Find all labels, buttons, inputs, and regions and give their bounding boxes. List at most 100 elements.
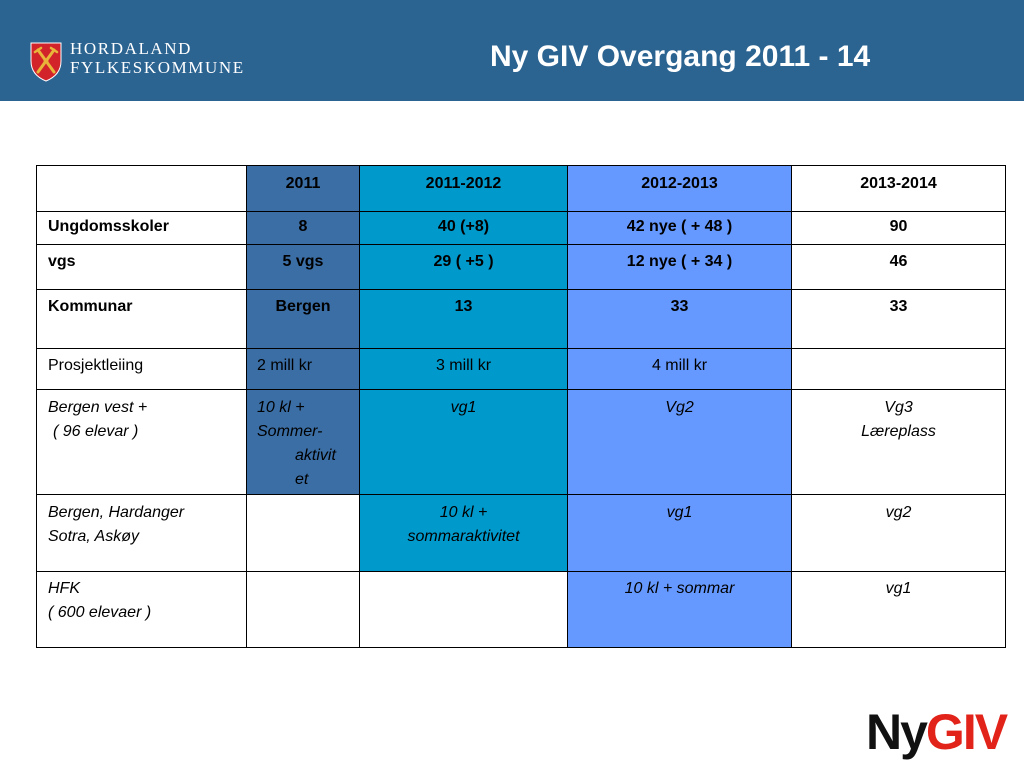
column-header-2011: 2011 <box>246 165 360 212</box>
row-label: Kommunar <box>36 289 247 349</box>
cell-text: 33 <box>670 298 689 315</box>
cell-text: 46 <box>889 253 908 270</box>
table-cell: 46 <box>791 244 1006 290</box>
table-row: Ungdomsskoler 8 40 (+8) 42 nye ( + 48 ) … <box>36 211 1006 245</box>
table-row: Prosjektleiing 2 mill kr 3 mill kr 4 mil… <box>36 348 1006 390</box>
logo-name-line1: HORDALAND <box>70 39 193 58</box>
column-header-label: 2013-2014 <box>860 175 937 192</box>
table-cell: Vg3 Læreplass <box>791 389 1006 495</box>
cell-text: Bergen <box>275 298 331 315</box>
table-cell: 13 <box>359 289 568 349</box>
table-cell: 8 <box>246 211 360 245</box>
row-label: Ungdomsskoler <box>36 211 247 245</box>
table-row: Bergen, Hardanger Sotra, Askøy 10 kl + s… <box>36 494 1006 572</box>
table-cell: 10 kl + Sommer- aktivit et <box>246 389 360 495</box>
table-row: HFK ( 600 elevaer ) 10 kl + sommar vg1 <box>36 571 1006 648</box>
table-row: Bergen vest + ( 96 elevar ) 10 kl + Somm… <box>36 389 1006 495</box>
cell-text: ( 96 elevar ) <box>53 423 139 440</box>
table-cell: 12 nye ( + 34 ) <box>567 244 792 290</box>
cell-text: 10 kl + sommar <box>624 580 735 597</box>
cell-text: vg1 <box>450 399 477 416</box>
row-label: Bergen vest + ( 96 elevar ) <box>36 389 247 495</box>
cell-text: 90 <box>889 218 908 235</box>
table-corner-cell <box>36 165 247 212</box>
table-cell: 3 mill kr <box>359 348 568 390</box>
table-cell: Vg2 <box>567 389 792 495</box>
table-row: Kommunar Bergen 13 33 33 <box>36 289 1006 349</box>
organization-logo: HORDALAND FYLKESKOMMUNE <box>30 40 260 82</box>
cell-text: Læreplass <box>861 423 936 440</box>
table-cell-empty <box>791 348 1006 390</box>
cell-text: Prosjektleiing <box>48 357 144 374</box>
cell-text: HFK <box>48 580 80 597</box>
header-bar: HORDALAND FYLKESKOMMUNE Ny GIV Overgang … <box>0 0 1024 101</box>
table-cell: vg1 <box>791 571 1006 648</box>
column-header-label: 2012-2013 <box>641 175 718 192</box>
cell-text: 8 <box>298 218 308 235</box>
cell-text: Sommer- <box>257 423 323 440</box>
cell-text: Bergen, Hardanger <box>48 504 185 521</box>
table-cell: 33 <box>567 289 792 349</box>
row-label: HFK ( 600 elevaer ) <box>36 571 247 648</box>
cell-text: vg1 <box>885 580 912 597</box>
table-cell: Bergen <box>246 289 360 349</box>
ny-giv-logo: NyGIV <box>866 700 1008 764</box>
table-cell: 4 mill kr <box>567 348 792 390</box>
cell-text: 5 vgs <box>282 253 324 270</box>
column-header-label: 2011-2012 <box>425 175 502 192</box>
cell-text: Vg3 <box>884 399 913 416</box>
cell-text: vg1 <box>666 504 693 521</box>
logo-giv: GIV <box>925 704 1008 760</box>
cell-text: 40 (+8) <box>437 218 490 235</box>
table-cell: 5 vgs <box>246 244 360 290</box>
cell-text: 10 kl + <box>439 504 488 521</box>
row-label: Prosjektleiing <box>36 348 247 390</box>
cell-text: Ungdomsskoler <box>48 218 169 235</box>
logo-ny: Ny <box>866 704 928 760</box>
cell-text: 33 <box>889 298 908 315</box>
table-cell: vg1 <box>567 494 792 572</box>
table-cell: 10 kl + sommar <box>567 571 792 648</box>
cell-text: 3 mill kr <box>435 357 492 374</box>
coat-of-arms-icon <box>30 42 62 82</box>
column-header-2012-2013: 2012-2013 <box>567 165 792 212</box>
table-cell: 42 nye ( + 48 ) <box>567 211 792 245</box>
column-header-2011-2012: 2011-2012 <box>359 165 568 212</box>
row-label: Bergen, Hardanger Sotra, Askøy <box>36 494 247 572</box>
table-cell-empty <box>246 571 360 648</box>
cell-text: 13 <box>454 298 473 315</box>
table-cell: 10 kl + sommaraktivitet <box>359 494 568 572</box>
table-cell: 2 mill kr <box>246 348 360 390</box>
cell-text: vg2 <box>885 504 912 521</box>
cell-text: et <box>295 471 309 488</box>
cell-text: 2 mill kr <box>257 357 313 374</box>
cell-text: Sotra, Askøy <box>48 528 139 545</box>
cell-text: vgs <box>48 253 76 270</box>
cell-text: ( 600 elevaer ) <box>48 604 152 621</box>
row-label: vgs <box>36 244 247 290</box>
table-cell: 29 ( +5 ) <box>359 244 568 290</box>
table-header-row: 2011 2011-2012 2012-2013 2013-2014 <box>36 165 1006 212</box>
slide-title: Ny GIV Overgang 2011 - 14 <box>490 40 871 73</box>
cell-text: Kommunar <box>48 298 133 315</box>
cell-text: 42 nye ( + 48 ) <box>626 218 733 235</box>
logo-name-line2: FYLKESKOMMUNE <box>70 58 245 77</box>
table-cell: 90 <box>791 211 1006 245</box>
cell-text: sommaraktivitet <box>407 528 520 545</box>
table-cell: vg1 <box>359 389 568 495</box>
cell-text: 10 kl + <box>257 399 305 416</box>
table-cell: vg2 <box>791 494 1006 572</box>
cell-text: Vg2 <box>665 399 694 416</box>
table-row: vgs 5 vgs 29 ( +5 ) 12 nye ( + 34 ) 46 <box>36 244 1006 290</box>
cell-text: Bergen vest + <box>48 399 148 416</box>
overview-table: 2011 2011-2012 2012-2013 2013-2014 Ungdo… <box>36 165 1006 648</box>
cell-text: aktivit <box>295 447 336 464</box>
cell-text: 29 ( +5 ) <box>433 253 494 270</box>
column-header-label: 2011 <box>285 175 321 192</box>
cell-text: 4 mill kr <box>651 357 708 374</box>
table-cell: 33 <box>791 289 1006 349</box>
table-cell: 40 (+8) <box>359 211 568 245</box>
column-header-2013-2014: 2013-2014 <box>791 165 1006 212</box>
table-cell-empty <box>246 494 360 572</box>
cell-text: 12 nye ( + 34 ) <box>626 253 733 270</box>
